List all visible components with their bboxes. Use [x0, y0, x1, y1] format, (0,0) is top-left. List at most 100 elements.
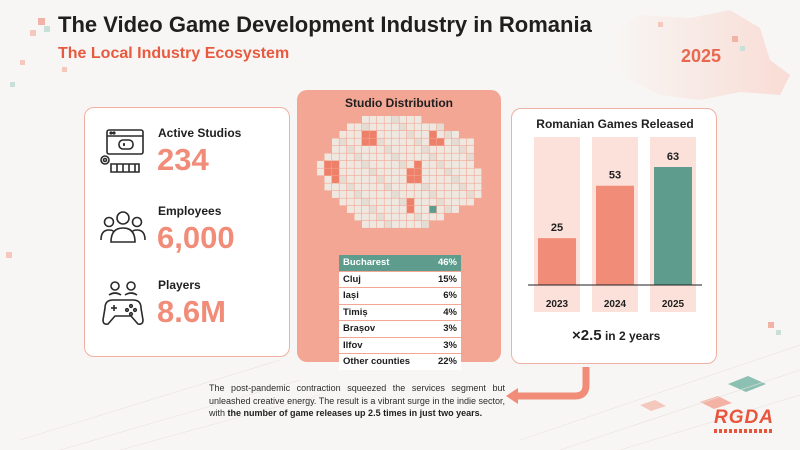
- map-cell: [407, 191, 414, 198]
- map-cell: [422, 176, 429, 183]
- map-cell: [429, 191, 437, 198]
- map-cell: [407, 146, 414, 153]
- map-cell: [324, 161, 332, 168]
- map-cell: [354, 153, 362, 161]
- map-cell: [377, 221, 384, 228]
- map-cell: [452, 161, 459, 168]
- map-cell: [414, 116, 422, 123]
- map-cell: [407, 116, 414, 123]
- map-cell: [339, 153, 347, 161]
- map-cell: [384, 191, 392, 198]
- map-cell: [399, 183, 407, 191]
- map-cell: [444, 198, 452, 206]
- map-cell: [377, 161, 384, 168]
- map-cell: [369, 138, 377, 146]
- growth-callout: ×2.5 in 2 years: [572, 327, 660, 345]
- map-cell: [437, 191, 444, 198]
- county-percent: 3%: [443, 339, 457, 351]
- map-cell: [384, 221, 392, 228]
- map-cell: [407, 176, 414, 183]
- map-cell: [354, 146, 362, 153]
- map-cell: [369, 206, 377, 213]
- map-cell: [354, 176, 362, 183]
- map-cell: [414, 153, 422, 161]
- table-row: Ilfov 3%: [339, 337, 461, 353]
- romania-map: [317, 116, 482, 228]
- map-cell: [437, 161, 444, 168]
- map-cell: [399, 116, 407, 123]
- map-cell: [452, 138, 459, 146]
- map-cell: [324, 183, 332, 191]
- county-name: Other counties: [343, 356, 411, 367]
- note-highlight: the number of game releases up 2.5 times…: [227, 408, 483, 418]
- map-cell: [354, 123, 362, 131]
- map-cell: [339, 183, 347, 191]
- map-cell: [339, 138, 347, 146]
- map-cell: [422, 131, 429, 138]
- studio-icon: [100, 129, 144, 173]
- map-cell: [399, 138, 407, 146]
- map-cell: [429, 131, 437, 138]
- map-cell: [354, 138, 362, 146]
- map-cell: [414, 191, 422, 198]
- map-cell: [437, 176, 444, 183]
- map-cell: [444, 146, 452, 153]
- map-cell: [362, 183, 369, 191]
- map-cell: [339, 191, 347, 198]
- map-cell: [437, 138, 444, 146]
- county-name: Cluj: [343, 273, 361, 285]
- map-cell: [422, 168, 429, 176]
- map-cell: [377, 131, 384, 138]
- map-cell: [407, 161, 414, 168]
- map-cell: [429, 153, 437, 161]
- map-cell: [399, 176, 407, 183]
- growth-multiplier: ×2.5: [572, 327, 602, 344]
- map-cell: [429, 146, 437, 153]
- map-cell: [332, 161, 339, 168]
- map-cell: [399, 168, 407, 176]
- map-cell: [414, 213, 422, 221]
- map-cell: [362, 123, 369, 131]
- map-cell: [422, 213, 429, 221]
- map-cell: [392, 146, 399, 153]
- map-cell: [414, 161, 422, 168]
- map-cell: [467, 161, 474, 168]
- map-cell: [459, 183, 467, 191]
- year-badge: 2025: [681, 46, 722, 66]
- map-cell: [369, 161, 377, 168]
- map-cell: [467, 138, 474, 146]
- map-cell: [384, 131, 392, 138]
- map-cell: [422, 183, 429, 191]
- map-cell: [339, 146, 347, 153]
- map-cell: [467, 153, 474, 161]
- map-cell: [332, 146, 339, 153]
- map-cell: [369, 213, 377, 221]
- bar-value-label: 53: [609, 170, 621, 182]
- bar-value-label: 25: [551, 222, 563, 234]
- games-released-chart: 25 2023 53 2024 63 2025: [528, 137, 702, 312]
- map-cell: [414, 138, 422, 146]
- county-name: Ilfov: [343, 339, 363, 351]
- map-cell: [422, 161, 429, 168]
- map-cell: [429, 176, 437, 183]
- map-cell: [384, 198, 392, 206]
- map-cell: [437, 123, 444, 131]
- map-cell: [347, 191, 354, 198]
- map-cell: [429, 213, 437, 221]
- bar-2024: [596, 185, 634, 285]
- map-cell: [467, 191, 474, 198]
- county-percent: 6%: [443, 290, 457, 301]
- bar-2023: [538, 238, 576, 285]
- map-cell: [369, 168, 377, 176]
- stat-label: Active Studios: [158, 126, 242, 140]
- map-cell: [444, 161, 452, 168]
- map-cell: [429, 138, 437, 146]
- growth-period: in 2 years: [601, 329, 661, 343]
- map-cell: [332, 176, 339, 183]
- map-cell: [377, 213, 384, 221]
- x-tick-label: 2023: [546, 299, 569, 310]
- map-cell: [369, 153, 377, 161]
- county-percent: 46%: [437, 257, 457, 268]
- map-cell: [399, 146, 407, 153]
- map-cell: [444, 206, 452, 213]
